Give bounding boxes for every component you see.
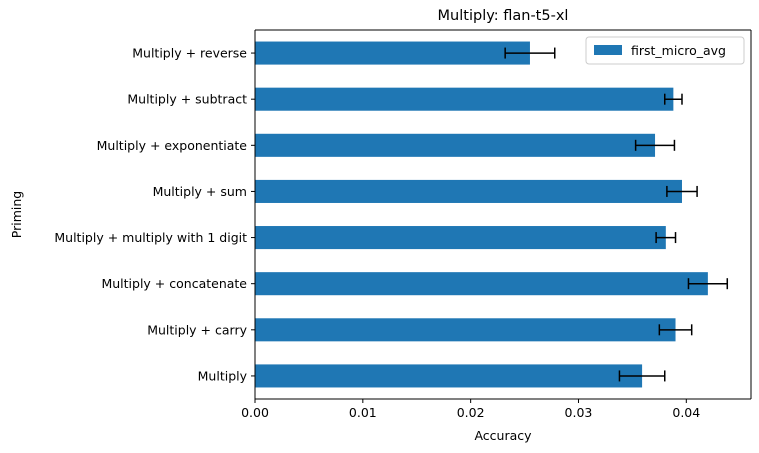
- error-bar: [618, 370, 666, 382]
- y-tick-label: Multiply + subtract: [127, 92, 247, 107]
- legend-label: first_micro_avg: [631, 43, 726, 58]
- error-bar: [663, 93, 683, 105]
- y-tick-label: Multiply: [198, 368, 248, 383]
- y-tick-label: Multiply + concatenate: [101, 276, 247, 291]
- error-bar: [504, 47, 556, 59]
- error-bar: [687, 278, 729, 290]
- x-tick-label: 0.02: [457, 405, 485, 420]
- x-tick-label: 0.03: [565, 405, 593, 420]
- error-bars-layer: [504, 47, 729, 382]
- y-tick-label: Multiply + carry: [147, 322, 247, 337]
- error-bar: [658, 324, 693, 336]
- y-tick-label: Multiply + multiply with 1 digit: [54, 230, 247, 245]
- legend-box: [585, 36, 745, 65]
- bar: [255, 226, 666, 250]
- y-axis-label: Priming: [9, 191, 24, 238]
- bar: [255, 41, 530, 65]
- y-tick-label: Multiply + exponentiate: [97, 138, 248, 153]
- bar: [255, 87, 674, 111]
- legend-swatch: [594, 45, 622, 55]
- bar: [255, 364, 643, 388]
- axes-layer: [254, 29, 752, 400]
- legend: first_micro_avg: [585, 36, 745, 65]
- bar: [255, 318, 676, 342]
- bar: [255, 179, 682, 203]
- x-axis-label: Accuracy: [474, 428, 532, 443]
- error-bar: [655, 232, 677, 244]
- chart-title: Multiply: flan-t5-xl: [438, 8, 569, 24]
- bars-layer: [255, 41, 708, 388]
- y-tick-label: Multiply + reverse: [132, 46, 247, 61]
- x-tick-label: 0.04: [672, 405, 700, 420]
- bar: [255, 133, 656, 157]
- x-tick-label: 0.01: [349, 405, 377, 420]
- error-bar: [666, 185, 698, 197]
- bar: [255, 272, 708, 296]
- x-tick-label: 0.00: [241, 405, 269, 420]
- y-tick-label: Multiply + sum: [153, 184, 247, 199]
- ticks-layer: 0.00 0.01 0.02 0.03 0.04 Multiply Multiply + c…: [54, 46, 700, 420]
- error-bar: [634, 139, 676, 151]
